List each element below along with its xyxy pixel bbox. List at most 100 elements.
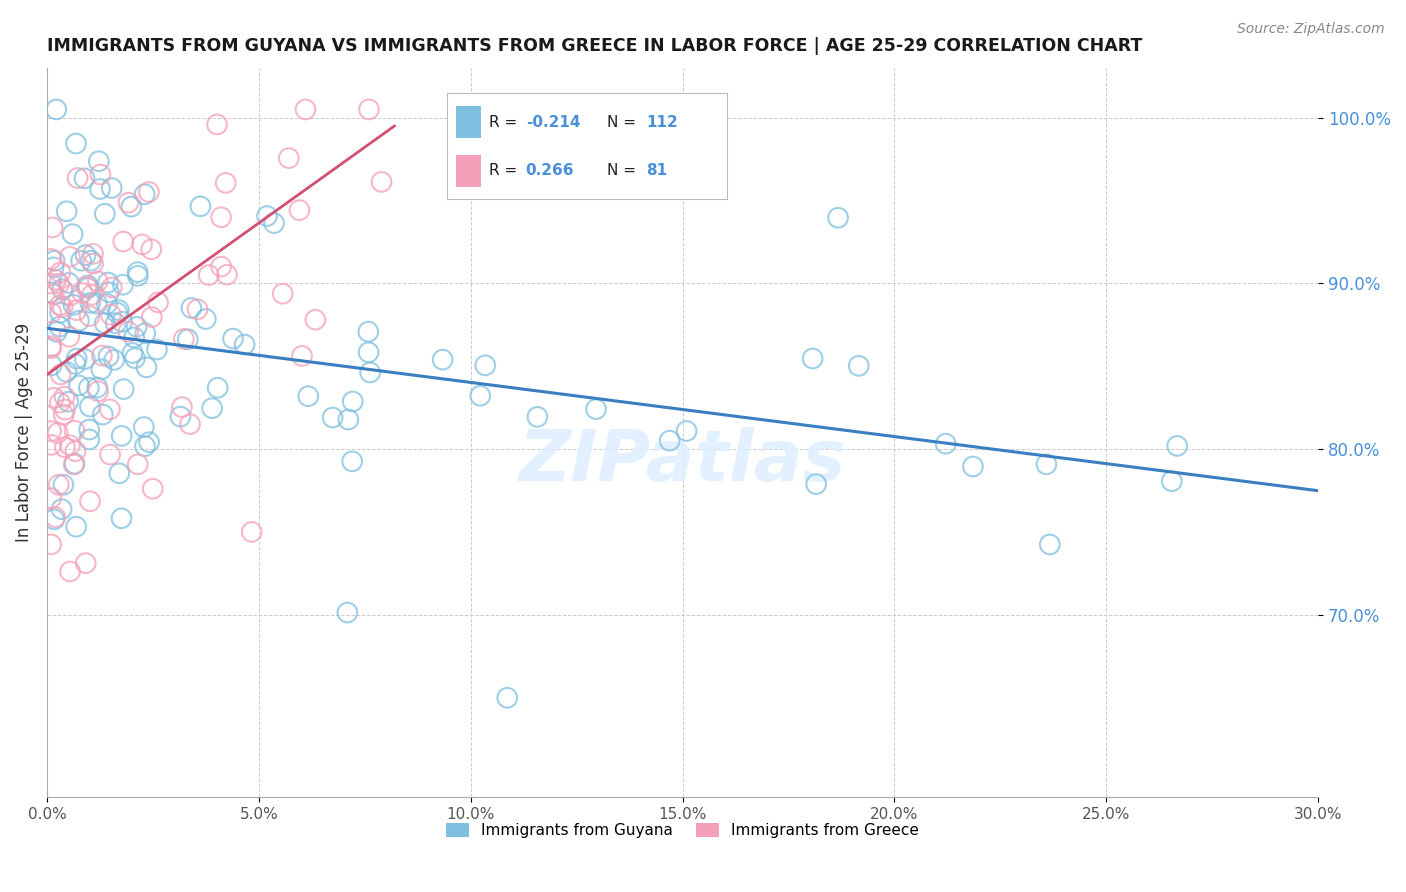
- Point: [585, 402, 607, 417]
- Point: [45, 103, 67, 117]
- Point: [82, 256, 104, 270]
- Point: [75, 280, 97, 294]
- Point: [526, 409, 548, 424]
- Point: [58, 330, 80, 344]
- Point: [233, 337, 256, 351]
- Point: [322, 410, 344, 425]
- Point: [65, 519, 87, 533]
- Point: [146, 295, 169, 310]
- Point: [46, 425, 69, 440]
- Point: [135, 360, 157, 375]
- Point: [127, 265, 149, 279]
- Point: [474, 359, 496, 373]
- Point: [77, 281, 100, 295]
- Text: IMMIGRANTS FROM GUYANA VS IMMIGRANTS FROM GREECE IN LABOR FORCE | AGE 25-29 CORR: IMMIGRANTS FROM GUYANA VS IMMIGRANTS FRO…: [46, 37, 1142, 55]
- Point: [75, 248, 97, 262]
- Point: [1166, 439, 1188, 453]
- Point: [67, 378, 90, 392]
- Point: [52, 477, 75, 491]
- Point: [45, 325, 67, 339]
- Point: [240, 524, 263, 539]
- Point: [52, 300, 75, 314]
- Point: [117, 325, 139, 339]
- Point: [59, 565, 82, 579]
- Point: [58, 276, 80, 290]
- Point: [55, 365, 77, 379]
- Point: [89, 168, 111, 182]
- Point: [291, 349, 314, 363]
- Point: [120, 200, 142, 214]
- Point: [111, 315, 134, 329]
- Point: [209, 211, 232, 225]
- Point: [39, 305, 62, 319]
- Point: [134, 326, 156, 341]
- Point: [90, 349, 112, 363]
- Point: [65, 357, 87, 371]
- Point: [42, 260, 65, 275]
- Point: [93, 316, 115, 330]
- Point: [1039, 537, 1062, 551]
- Point: [97, 285, 120, 300]
- Point: [90, 362, 112, 376]
- Point: [39, 339, 62, 353]
- Point: [108, 303, 131, 318]
- Point: [52, 408, 75, 422]
- Point: [41, 220, 63, 235]
- Point: [288, 203, 311, 218]
- Point: [112, 382, 135, 396]
- Point: [62, 458, 84, 472]
- Point: [209, 260, 232, 274]
- Text: ZIPatlas: ZIPatlas: [519, 427, 846, 496]
- Point: [103, 352, 125, 367]
- Point: [277, 151, 299, 165]
- Point: [98, 448, 121, 462]
- Point: [39, 424, 62, 438]
- Point: [121, 346, 143, 360]
- Point: [658, 434, 681, 448]
- Point: [263, 216, 285, 230]
- Point: [132, 420, 155, 434]
- Point: [98, 402, 121, 417]
- Point: [215, 268, 238, 282]
- Point: [41, 438, 63, 452]
- Point: [141, 242, 163, 256]
- Point: [1035, 458, 1057, 472]
- Point: [49, 395, 72, 409]
- Point: [42, 391, 65, 405]
- Point: [39, 491, 62, 505]
- Point: [179, 417, 201, 431]
- Point: [97, 276, 120, 290]
- Point: [73, 171, 96, 186]
- Point: [134, 187, 156, 202]
- Point: [59, 250, 82, 264]
- Point: [197, 268, 219, 282]
- Point: [205, 118, 228, 132]
- Point: [111, 429, 134, 443]
- Point: [146, 343, 169, 357]
- Point: [801, 351, 824, 366]
- Point: [173, 332, 195, 346]
- Point: [53, 402, 76, 417]
- Point: [75, 556, 97, 570]
- Point: [65, 136, 87, 151]
- Point: [89, 182, 111, 196]
- Point: [80, 288, 103, 302]
- Point: [180, 301, 202, 315]
- Point: [77, 381, 100, 395]
- Point: [59, 288, 82, 302]
- Point: [496, 690, 519, 705]
- Point: [190, 199, 212, 213]
- Point: [44, 253, 66, 268]
- Point: [336, 606, 359, 620]
- Point: [66, 171, 89, 186]
- Point: [44, 512, 66, 526]
- Point: [470, 389, 492, 403]
- Point: [1160, 474, 1182, 488]
- Point: [100, 181, 122, 195]
- Point: [58, 394, 80, 409]
- Point: [97, 350, 120, 364]
- Point: [141, 310, 163, 324]
- Point: [82, 247, 104, 261]
- Point: [53, 440, 76, 454]
- Point: [294, 103, 316, 117]
